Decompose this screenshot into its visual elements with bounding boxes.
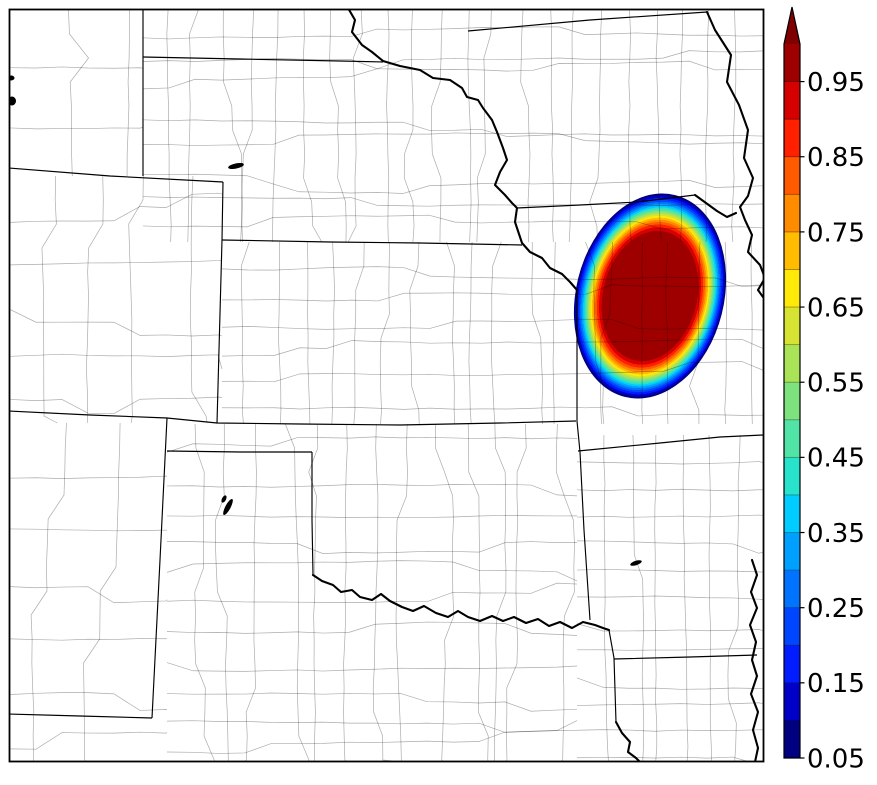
state-borders: [9, 9, 764, 723]
colorbar-band: [784, 382, 800, 421]
colorbar-tick-label: 0.05: [807, 744, 865, 774]
colorbar-band: [784, 81, 800, 120]
colorbar: 0.95 0.85 0.75 0.65 0.55 0.45 0.35 0.25 0.15 0.05: [783, 6, 865, 774]
lakes: [9, 75, 642, 566]
colorbar-band: [784, 607, 800, 646]
colorbar-outline: [783, 6, 801, 759]
colorbar-tick-label: 0.35: [807, 519, 865, 549]
colorbar-tick-label: 0.65: [807, 293, 865, 323]
colorbar-band: [784, 119, 800, 158]
colorbar-band: [784, 720, 800, 759]
colorbar-band: [784, 645, 800, 684]
colorbar-band: [784, 44, 800, 82]
lake: [221, 495, 227, 503]
lake: [9, 96, 16, 106]
colorbar-tick-label: 0.15: [807, 669, 865, 699]
colorbar-band: [784, 419, 800, 458]
colorbar-band: [784, 570, 800, 608]
map-frame: [8, 8, 765, 763]
colorbar-tick-label: 0.55: [807, 369, 865, 399]
lake: [630, 560, 642, 566]
map-area: [9, 9, 764, 762]
colorbar-tick-label: 0.45: [807, 444, 865, 474]
lake: [223, 498, 233, 516]
colorbar-band: [784, 269, 800, 308]
colorbar-band: [784, 307, 800, 345]
colorbar-band: [784, 457, 800, 496]
colorbar-band: [784, 194, 800, 233]
colorbar-tick-label: 0.75: [807, 218, 865, 248]
lake: [228, 162, 244, 170]
colorbar-band: [784, 682, 800, 721]
county-boundaries: [9, 9, 764, 762]
colorbar-band: [784, 156, 800, 195]
river-borders: [311, 9, 764, 762]
colorbar-tick-label: 0.85: [807, 143, 865, 173]
colorbar-band: [784, 494, 800, 533]
colorbar-band: [784, 231, 800, 270]
colorbar-max-arrow-icon: [784, 7, 800, 44]
lake: [9, 75, 15, 81]
colorbar-tick-label: 0.25: [807, 594, 865, 624]
colorbar-band: [784, 344, 800, 383]
colorbar-band: [784, 532, 800, 571]
probability-contour-region: [573, 193, 727, 399]
colorbar-tick-label: 0.95: [807, 68, 865, 98]
